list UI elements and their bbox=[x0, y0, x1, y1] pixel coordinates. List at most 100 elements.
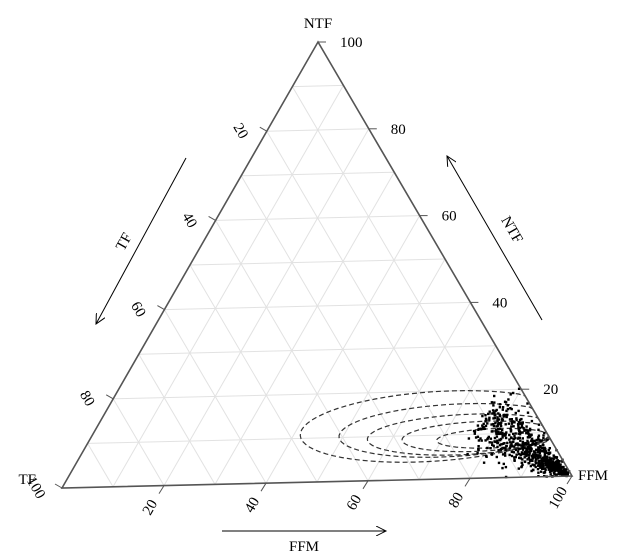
grid-line-ffm bbox=[214, 171, 395, 485]
grid-line-ntf bbox=[215, 215, 420, 221]
data-point bbox=[558, 465, 561, 468]
data-point bbox=[517, 448, 520, 451]
data-point bbox=[514, 436, 517, 440]
data-point bbox=[496, 441, 500, 444]
data-point bbox=[501, 436, 504, 439]
grid-line-ntf bbox=[164, 301, 471, 311]
data-point bbox=[529, 459, 532, 463]
data-point bbox=[547, 468, 550, 471]
data-point bbox=[525, 425, 528, 428]
data-point bbox=[537, 436, 540, 439]
contour-ellipse bbox=[366, 413, 552, 456]
data-point bbox=[499, 415, 502, 418]
data-point bbox=[477, 448, 480, 451]
data-point bbox=[496, 420, 499, 423]
data-point bbox=[507, 422, 511, 425]
data-point bbox=[495, 432, 498, 436]
data-point bbox=[503, 452, 507, 455]
data-point bbox=[499, 447, 503, 451]
data-point bbox=[505, 415, 508, 419]
data-point bbox=[560, 465, 563, 469]
vertex-label-ntf: NTF bbox=[304, 16, 332, 32]
data-point bbox=[509, 436, 513, 439]
data-point bbox=[518, 418, 522, 422]
data-point bbox=[485, 454, 488, 458]
data-point bbox=[555, 456, 559, 459]
data-point bbox=[521, 446, 524, 449]
data-point bbox=[512, 420, 515, 423]
data-point bbox=[528, 451, 531, 455]
data-point bbox=[552, 454, 555, 457]
data-point bbox=[490, 430, 493, 433]
data-point bbox=[490, 423, 493, 426]
data-point bbox=[549, 467, 552, 471]
data-point bbox=[525, 429, 528, 432]
data-point bbox=[494, 421, 497, 425]
data-point bbox=[524, 442, 527, 445]
axis-title-tf: TF bbox=[113, 231, 135, 254]
data-point bbox=[551, 468, 555, 471]
data-point bbox=[486, 422, 489, 425]
tick-label-ffm: 20 bbox=[140, 497, 161, 518]
data-point bbox=[526, 436, 530, 439]
data-point bbox=[487, 412, 490, 416]
data-point bbox=[501, 466, 504, 470]
grid-line-ntf bbox=[266, 128, 369, 132]
data-point bbox=[493, 394, 496, 398]
data-point bbox=[494, 429, 497, 433]
data-point bbox=[498, 444, 502, 447]
data-point bbox=[544, 464, 547, 467]
tick-tf bbox=[259, 126, 268, 132]
data-point bbox=[500, 421, 503, 424]
data-point bbox=[517, 467, 520, 470]
data-point bbox=[540, 465, 543, 468]
data-point bbox=[510, 454, 514, 458]
grid-line-tf bbox=[163, 309, 267, 484]
data-point bbox=[535, 453, 538, 457]
data-point bbox=[498, 403, 502, 406]
data-point bbox=[487, 435, 490, 439]
data-point bbox=[534, 451, 537, 454]
data-point bbox=[539, 462, 542, 465]
data-point bbox=[509, 444, 513, 447]
data-point bbox=[547, 459, 551, 462]
data-point bbox=[546, 460, 550, 463]
data-point bbox=[497, 427, 500, 431]
data-point bbox=[496, 445, 499, 449]
data-point bbox=[526, 453, 529, 457]
data-point bbox=[550, 457, 554, 460]
data-point bbox=[508, 438, 511, 441]
tick-ffm bbox=[362, 480, 369, 490]
data-points bbox=[466, 387, 571, 479]
data-point bbox=[499, 424, 503, 428]
data-point bbox=[480, 439, 483, 442]
data-point bbox=[559, 472, 562, 475]
data-point bbox=[521, 458, 524, 461]
data-point bbox=[563, 469, 567, 472]
data-point bbox=[542, 448, 546, 452]
data-point bbox=[546, 462, 549, 465]
grid-lines bbox=[87, 84, 548, 488]
data-point bbox=[520, 451, 524, 454]
data-point bbox=[476, 451, 479, 455]
grid-line-ntf bbox=[241, 171, 395, 177]
data-point bbox=[565, 472, 568, 475]
data-point bbox=[547, 448, 550, 452]
data-point bbox=[484, 424, 488, 428]
data-point bbox=[544, 467, 547, 470]
data-point bbox=[503, 442, 506, 445]
data-point bbox=[526, 439, 529, 443]
data-point bbox=[492, 422, 495, 426]
data-point bbox=[516, 442, 519, 445]
data-point bbox=[491, 412, 494, 415]
data-point bbox=[530, 443, 534, 446]
data-point bbox=[504, 449, 507, 452]
data-point bbox=[538, 438, 541, 442]
data-point bbox=[537, 464, 540, 467]
data-point bbox=[542, 464, 545, 468]
data-point bbox=[467, 437, 471, 440]
data-point bbox=[556, 463, 559, 466]
data-point bbox=[503, 432, 507, 436]
grid-line-ntf bbox=[138, 345, 496, 355]
data-point bbox=[523, 450, 526, 454]
